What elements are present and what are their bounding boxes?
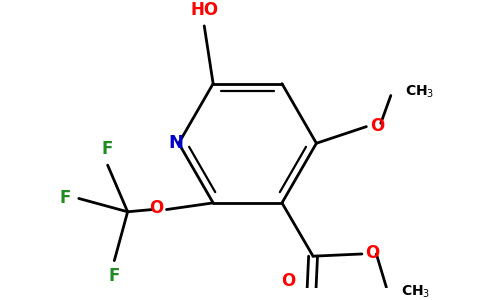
Text: HO: HO — [190, 1, 218, 19]
Text: O: O — [370, 116, 384, 134]
Text: O: O — [149, 200, 163, 217]
Text: F: F — [60, 190, 71, 208]
Text: CH$_3$: CH$_3$ — [401, 284, 430, 300]
Text: N: N — [168, 134, 183, 152]
Text: F: F — [108, 267, 120, 285]
Text: CH$_3$: CH$_3$ — [405, 84, 435, 101]
Text: O: O — [365, 244, 379, 262]
Text: O: O — [281, 272, 295, 290]
Text: F: F — [102, 140, 113, 158]
